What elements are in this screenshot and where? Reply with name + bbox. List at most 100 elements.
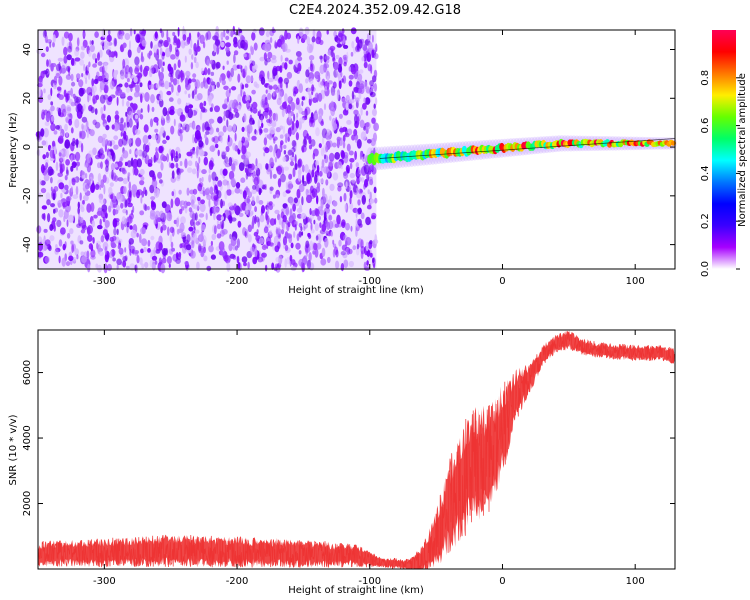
- noise-speck: [205, 137, 209, 146]
- noise-speck: [241, 126, 245, 132]
- noise-speck: [278, 255, 283, 265]
- noise-speck: [261, 252, 267, 258]
- x-tick-label: -300: [93, 276, 116, 287]
- noise-speck: [40, 187, 47, 194]
- noise-speck: [370, 138, 376, 147]
- noise-speck: [196, 93, 203, 101]
- noise-speck: [64, 184, 69, 191]
- noise-speck: [289, 197, 295, 206]
- noise-speck: [210, 103, 214, 109]
- noise-speck: [116, 228, 119, 235]
- noise-speck: [122, 169, 127, 175]
- noise-speck: [227, 202, 233, 208]
- noise-speck: [355, 208, 358, 219]
- noise-speck: [310, 112, 314, 120]
- noise-speck: [109, 80, 115, 90]
- noise-speck: [37, 79, 43, 86]
- noise-speck: [304, 106, 311, 116]
- noise-speck: [284, 57, 289, 62]
- noise-speck: [58, 76, 63, 86]
- noise-speck: [223, 85, 229, 91]
- noise-speck: [332, 200, 338, 207]
- noise-speck: [60, 64, 66, 75]
- noise-speck: [170, 176, 176, 183]
- noise-speck: [126, 197, 131, 205]
- noise-speck: [44, 121, 50, 127]
- noise-speck: [108, 34, 111, 43]
- noise-speck: [105, 165, 109, 173]
- noise-speck: [80, 45, 86, 51]
- noise-speck: [112, 193, 115, 200]
- noise-speck: [257, 256, 264, 263]
- noise-speck: [197, 196, 201, 201]
- noise-speck: [293, 197, 298, 204]
- noise-speck: [274, 156, 277, 163]
- noise-speck: [141, 39, 147, 47]
- noise-speck: [254, 128, 257, 135]
- noise-speck: [214, 105, 220, 113]
- noise-speck: [188, 207, 193, 213]
- noise-speck: [333, 30, 337, 38]
- noise-speck: [298, 83, 303, 94]
- noise-speck: [184, 55, 187, 63]
- noise-speck: [227, 134, 230, 143]
- noise-speck: [237, 73, 241, 83]
- noise-speck: [178, 251, 182, 258]
- noise-speck: [139, 168, 145, 176]
- noise-speck: [135, 137, 142, 147]
- noise-speck: [79, 192, 82, 201]
- noise-speck: [220, 216, 224, 221]
- noise-speck: [68, 118, 73, 126]
- noise-speck: [185, 81, 188, 90]
- noise-speck: [234, 245, 238, 251]
- noise-speck: [100, 235, 105, 243]
- noise-speck: [363, 154, 368, 162]
- noise-speck: [143, 29, 147, 35]
- noise-speck: [117, 177, 124, 182]
- noise-speck: [323, 63, 330, 69]
- noise-speck: [150, 41, 153, 49]
- noise-speck: [172, 31, 176, 37]
- noise-speck: [276, 150, 280, 160]
- noise-speck: [105, 72, 109, 80]
- noise-speck: [348, 98, 355, 104]
- colorbar-tick-label: 0.4: [700, 165, 711, 181]
- noise-speck: [169, 234, 173, 244]
- noise-speck: [349, 172, 355, 179]
- noise-speck: [184, 261, 189, 266]
- noise-speck: [52, 34, 56, 44]
- noise-speck: [273, 147, 276, 158]
- noise-speck: [354, 134, 359, 141]
- noise-speck: [129, 28, 133, 37]
- noise-speck: [287, 180, 293, 191]
- noise-speck: [189, 210, 195, 219]
- noise-speck: [302, 255, 308, 265]
- noise-speck: [64, 123, 68, 132]
- noise-speck: [112, 218, 118, 228]
- noise-speck: [88, 243, 93, 250]
- noise-speck: [326, 75, 330, 83]
- y-tick-label: 6000: [22, 360, 33, 385]
- noise-speck: [116, 96, 119, 106]
- noise-speck: [75, 161, 80, 167]
- noise-speck: [314, 223, 319, 232]
- noise-speck: [98, 251, 104, 256]
- noise-speck: [80, 142, 84, 153]
- noise-speck: [343, 61, 347, 67]
- noise-speck: [200, 81, 204, 89]
- noise-speck: [319, 55, 323, 60]
- noise-speck: [117, 244, 121, 250]
- noise-speck: [337, 32, 344, 42]
- y-tick-label: -40: [22, 236, 33, 252]
- noise-speck: [282, 214, 287, 223]
- noise-speck: [245, 75, 252, 84]
- noise-speck: [346, 248, 351, 255]
- noise-speck: [252, 107, 258, 114]
- noise-speck: [51, 190, 57, 200]
- noise-speck: [158, 39, 164, 44]
- noise-speck: [74, 118, 80, 129]
- noise-speck: [336, 43, 342, 48]
- noise-speck: [346, 119, 352, 125]
- noise-speck: [60, 192, 63, 199]
- noise-speck: [165, 47, 171, 58]
